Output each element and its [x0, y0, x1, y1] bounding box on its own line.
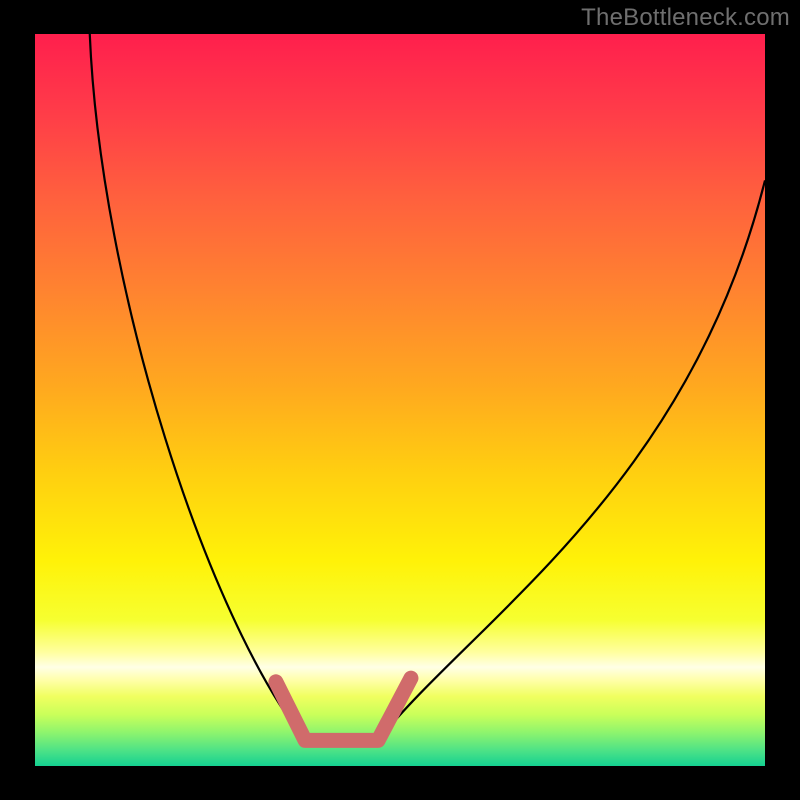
plot-background [35, 34, 765, 766]
watermark-text: TheBottleneck.com [581, 4, 790, 32]
bottleneck-chart [0, 0, 800, 800]
